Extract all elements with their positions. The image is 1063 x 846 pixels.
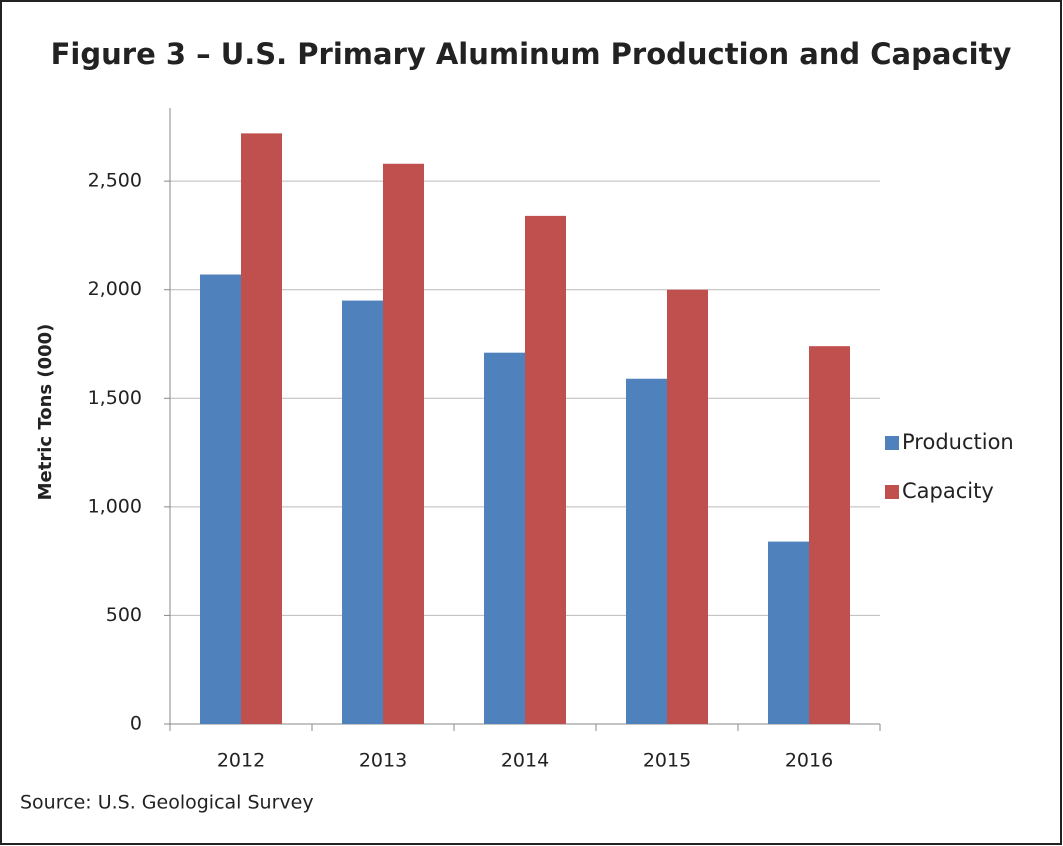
- x-tick-label: 2012: [217, 750, 265, 772]
- y-tick-label: 0: [130, 713, 142, 735]
- bar: [484, 352, 525, 724]
- y-axis-label: Metric Tons (000): [35, 324, 56, 501]
- x-tick-label: 2016: [785, 750, 833, 772]
- y-tick-label: 500: [106, 604, 142, 626]
- legend-label: Production: [902, 430, 1014, 454]
- legend-swatch: [885, 485, 899, 499]
- chart-title: Figure 3 – U.S. Primary Aluminum Product…: [51, 37, 1012, 71]
- y-tick-label: 1,000: [88, 495, 142, 517]
- x-tick-label: 2013: [359, 750, 407, 772]
- bar: [241, 133, 282, 724]
- x-tick-label: 2015: [643, 750, 691, 772]
- bar: [200, 274, 241, 724]
- bar: [342, 300, 383, 724]
- y-tick-label: 2,000: [88, 278, 142, 300]
- bar: [626, 378, 667, 724]
- y-tick-label: 1,500: [88, 387, 142, 409]
- bar: [809, 346, 850, 724]
- source: Source: U.S. Geological Survey: [20, 792, 314, 814]
- legend-swatch: [885, 436, 899, 450]
- bar: [525, 215, 566, 724]
- y-tick-label: 2,500: [88, 170, 142, 192]
- legend-label: Capacity: [902, 479, 994, 503]
- bar: [768, 541, 809, 724]
- x-tick-label: 2014: [501, 750, 549, 772]
- bar: [383, 163, 424, 724]
- bar: [667, 289, 708, 724]
